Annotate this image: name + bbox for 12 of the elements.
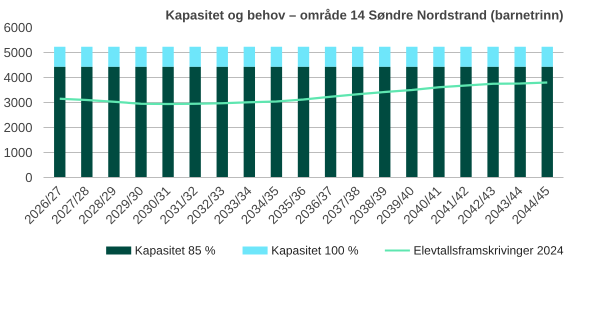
legend-label: Kapasitet 100 % [271,244,359,258]
legend-label: Kapasitet 85 % [134,244,216,258]
y-tick-label: 4000 [4,70,32,85]
y-tick-label: 2000 [4,120,32,135]
y-tick-label: 6000 [4,20,32,35]
y-tick-label: 1000 [4,145,32,160]
y-tick-label: 0 [25,170,33,185]
y-tick-label: 3000 [4,95,32,110]
chart-title: Kapasitet og behov – område 14 Søndre Nordstrand (barnetrinn) [165,8,564,22]
legend-label: Elevtallsframskrivinger 2024 [413,244,564,258]
line-series [58,81,548,106]
y-tick-label: 5000 [4,45,32,60]
